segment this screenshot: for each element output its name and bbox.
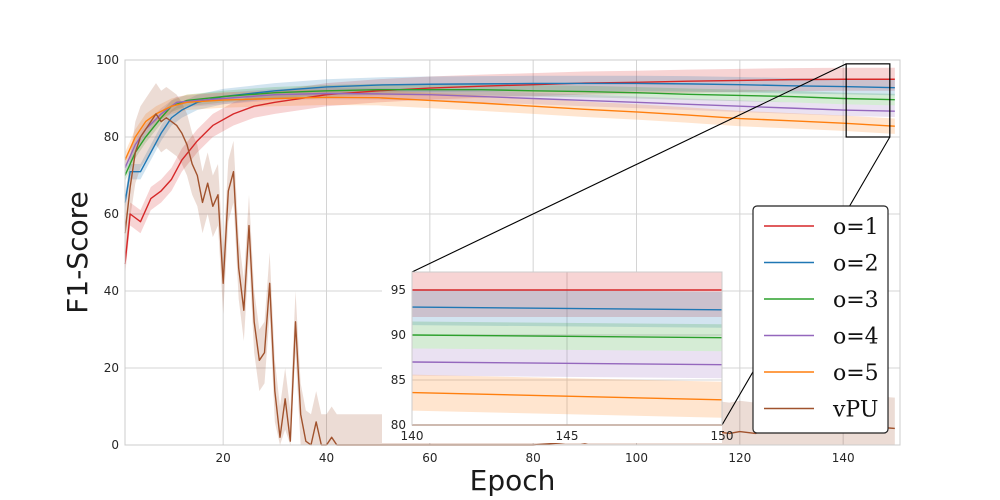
- inset-band-o-1: [412, 272, 722, 317]
- inset-x-tick-label: 145: [556, 429, 579, 443]
- x-tick-label: 40: [319, 451, 334, 465]
- series-line-o-3: [124, 88, 895, 176]
- series-band-o-1: [125, 67, 895, 276]
- inset-y-tick-label: 90: [391, 328, 406, 342]
- inset-zoom-plot: 140 145 150 80 85 90 95: [382, 271, 734, 443]
- series-line-o-2: [124, 82, 895, 203]
- inset-y-tick-label: 85: [391, 373, 406, 387]
- x-axis-label: Epoch: [470, 464, 556, 497]
- inset-line-o-3: [411, 334, 723, 339]
- y-tick-label: 20: [104, 361, 119, 375]
- main-tick-labels: 20 40 60 80 100 120 140 0 20 40 60 80 100: [96, 53, 855, 465]
- series-band-o-2: [125, 75, 895, 211]
- inset-lines: [411, 289, 723, 426]
- y-tick-label: 100: [96, 53, 119, 67]
- zoom-box: [845, 63, 891, 138]
- legend-label-o-5: o=5: [833, 361, 879, 386]
- x-tick-label: 60: [422, 451, 437, 465]
- legend-label-o-4: o=4: [833, 325, 879, 350]
- y-tick-label: 0: [111, 438, 119, 452]
- x-tick-label: 140: [832, 451, 855, 465]
- series-band-o-5: [125, 89, 895, 168]
- x-tick-label: 20: [216, 451, 231, 465]
- inset-bands: [412, 272, 722, 418]
- series-band-o-4: [125, 87, 895, 174]
- inset-x-tick-label: 140: [401, 429, 424, 443]
- main-plot-frame: [124, 59, 901, 446]
- y-tick-label: 80: [104, 130, 119, 144]
- inset-line-o-4: [411, 361, 723, 366]
- legend-label-o-3: o=3: [833, 288, 879, 313]
- x-tick-label: 100: [625, 451, 648, 465]
- series-line-o-5: [124, 96, 895, 161]
- series-line-o-4: [124, 92, 895, 169]
- legend-label-vpu: vPU: [832, 398, 878, 423]
- inset-y-tick-label: 95: [391, 283, 406, 297]
- x-tick-label: 120: [728, 451, 751, 465]
- series-band-o-3: [125, 83, 895, 182]
- inset-frame: [411, 271, 723, 426]
- legend: o=1 o=2 o=3 o=4 o=5 vPU: [752, 205, 889, 434]
- legend-label-o-2: o=2: [833, 252, 879, 277]
- y-tick-label: 40: [104, 284, 119, 298]
- inset-x-tick-label: 150: [711, 429, 734, 443]
- zoom-connector: [411, 63, 847, 273]
- inset-y-tick-label: 80: [391, 418, 406, 432]
- y-tick-label: 60: [104, 207, 119, 221]
- inset-line-o-2: [411, 306, 723, 311]
- x-tick-label: 80: [526, 451, 541, 465]
- inset-line-o-5: [411, 391, 723, 401]
- y-axis-label: F1-Score: [61, 191, 94, 313]
- legend-label-o-1: o=1: [833, 215, 879, 240]
